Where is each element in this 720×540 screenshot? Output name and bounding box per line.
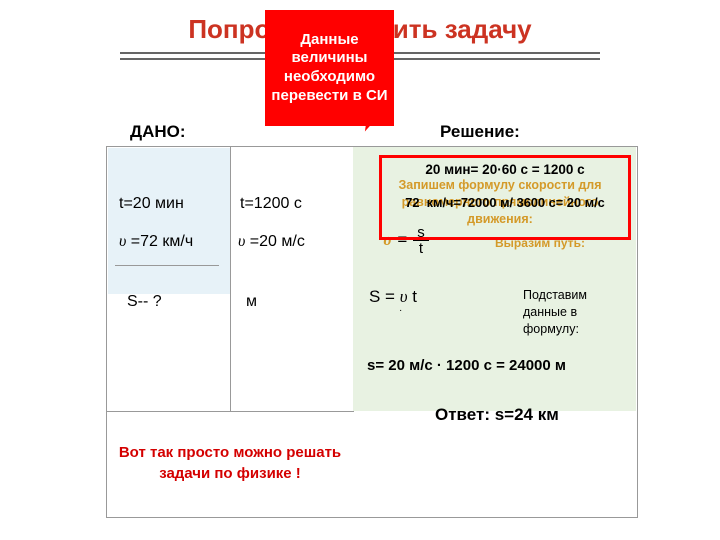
si-callout: Данные величины необходимо перевести в С…: [265, 10, 394, 126]
upsilon-icon: υ: [400, 287, 408, 306]
answer-line: Ответ: s=24 км: [435, 405, 559, 425]
si-v-value: =20 м/с: [245, 233, 304, 250]
path-formula-s: S =: [369, 287, 400, 306]
bottom-text: Вот так просто можно решать задачи по фи…: [107, 443, 353, 484]
given-find: S-- ?: [127, 293, 162, 311]
si-unit: м: [246, 293, 257, 311]
si-callout-underline: [270, 120, 378, 123]
col-solution: Запишем формулу скорости для равномерног…: [353, 147, 636, 517]
given-v: υ =72 км/ч: [119, 233, 193, 251]
path-formula-t: t: [412, 287, 417, 306]
problem-table: t=20 мин υ =72 км/ч S-- ? t=1200 c υ =20…: [106, 146, 638, 518]
given-v-value: =72 км/ч: [126, 233, 193, 250]
label-given: ДАНО:: [130, 122, 186, 142]
col-given-bg: [108, 148, 230, 294]
path-formula: S = υ t ·: [369, 287, 417, 316]
si-v: υ =20 м/с: [238, 233, 305, 251]
conversion-box: 20 мин= 20·60 с = 1200 с 72 км/ч=72000 м…: [379, 155, 631, 240]
si-t: t=1200 c: [240, 195, 302, 213]
calc-line: s= 20 м/с · 1200 с = 24000 м: [367, 357, 566, 374]
frac-den: t: [413, 241, 429, 256]
conv-line-1: 20 мин= 20·60 с = 1200 с: [386, 160, 624, 180]
given-divider: [115, 265, 219, 266]
conv-line-2: 72 км/ч=72000 м/ 3600 с= 20 м/с: [386, 194, 624, 213]
label-solution: Решение:: [440, 122, 520, 142]
col-given: t=20 мин υ =72 км/ч S-- ?: [107, 147, 231, 412]
bottom-row: Вот так просто можно решать задачи по фи…: [107, 411, 353, 516]
note-substitute: Подставим данные в формулу:: [523, 287, 623, 338]
col-si: t=1200 c υ =20 м/с м: [230, 147, 354, 412]
given-t: t=20 мин: [119, 195, 184, 213]
